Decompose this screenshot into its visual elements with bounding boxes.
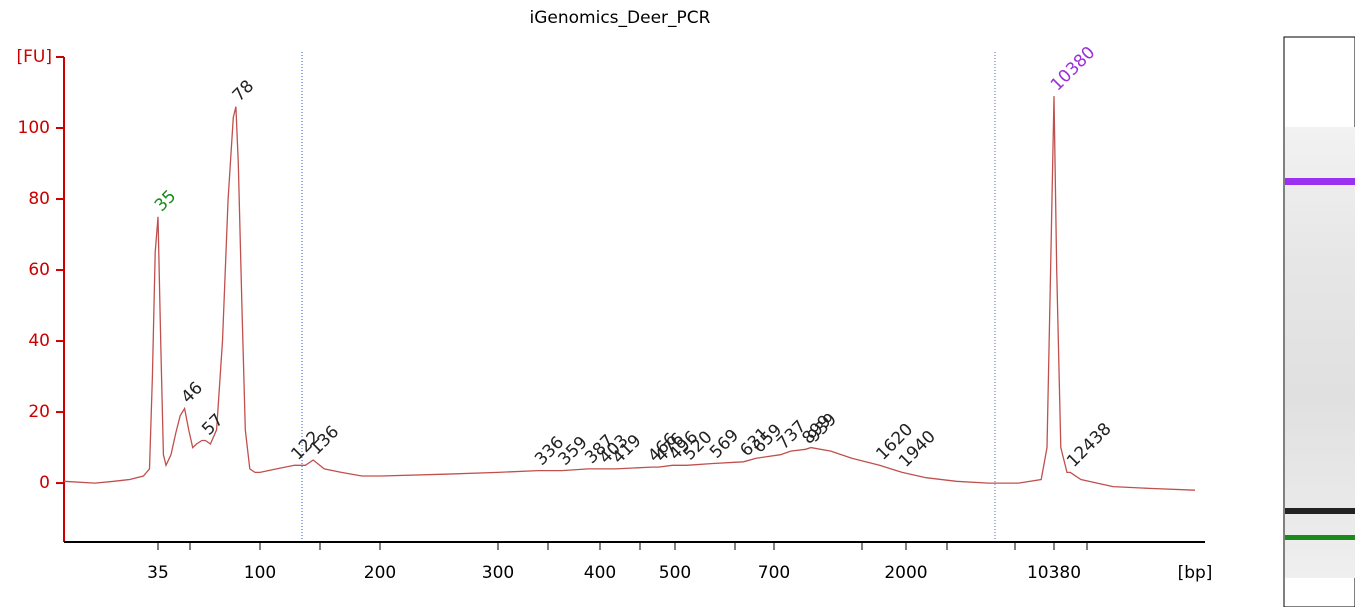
y-tick-label: 40 [28, 331, 50, 351]
trace [63, 96, 1196, 491]
peak-label: 46 [177, 378, 206, 407]
peak-label: 12438 [1063, 419, 1115, 471]
y-axis-label: [FU] [17, 47, 53, 67]
x-tick-label: 10380 [1027, 563, 1081, 583]
x-axis-label: [bp] [1178, 563, 1213, 583]
y-tick-label: 100 [18, 118, 50, 138]
x-tick-label: 35 [147, 563, 169, 583]
peak-label: 35 [151, 186, 180, 215]
y-tick-label: 80 [28, 189, 50, 209]
gel-lane [1283, 36, 1355, 607]
x-tick-label: 2000 [884, 563, 927, 583]
x-tick-label: 500 [659, 563, 691, 583]
x-tick-label: 300 [482, 563, 514, 583]
y-tick-label: 0 [39, 473, 50, 493]
x-tick-label: 200 [364, 563, 396, 583]
peak-label: 10380 [1047, 43, 1099, 95]
peak-label: 57 [198, 410, 227, 439]
chart-title: iGenomics_Deer_PCR [530, 8, 711, 28]
peak-label: 569 [706, 426, 743, 463]
x-tick-label: 400 [584, 563, 616, 583]
x-tick-label: 700 [758, 563, 790, 583]
y-tick-label: 20 [28, 402, 50, 422]
x-tick-label: 100 [244, 563, 276, 583]
y-tick-label: 60 [28, 260, 50, 280]
minor-ticks [189, 542, 1088, 550]
peak-label: 78 [229, 76, 258, 105]
